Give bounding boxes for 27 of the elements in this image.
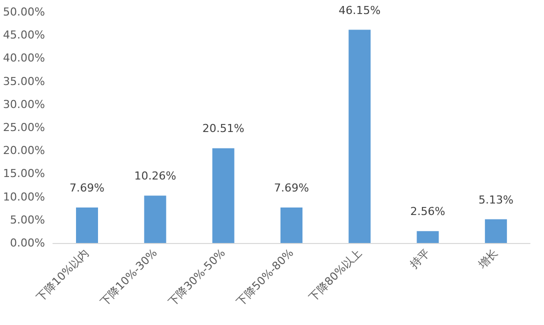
bar — [144, 196, 166, 243]
bar — [416, 231, 439, 243]
y-tick-label: 15.00% — [2, 167, 45, 180]
y-tick-label: 5.00% — [10, 213, 45, 226]
x-tick-label: 持平 — [408, 246, 432, 272]
bar — [348, 30, 371, 243]
bar — [76, 207, 98, 243]
x-tick-label: 增长 — [475, 246, 501, 272]
data-label: 46.15% — [338, 4, 381, 17]
bar — [484, 219, 507, 243]
bar — [280, 207, 302, 243]
y-tick-label: 45.00% — [2, 28, 45, 42]
data-label: 2.56% — [410, 205, 446, 218]
y-tick-label: 25.00% — [2, 121, 45, 134]
y-tick-label: 30.00% — [2, 98, 45, 111]
y-tick-label: 20.00% — [2, 144, 45, 158]
y-tick-label: 0.00% — [10, 236, 45, 250]
data-label: 20.51% — [202, 122, 244, 136]
data-label: 7.69% — [274, 181, 309, 194]
y-tick-label: 35.00% — [2, 74, 45, 88]
data-label: 5.13% — [478, 193, 514, 206]
bar — [212, 148, 234, 243]
data-label: 7.69% — [70, 181, 104, 194]
y-tick-label: 50.00% — [2, 6, 45, 18]
y-tick-label: 40.00% — [2, 52, 45, 65]
data-label: 10.26% — [134, 170, 176, 183]
y-tick-label: 10.00% — [2, 190, 45, 204]
